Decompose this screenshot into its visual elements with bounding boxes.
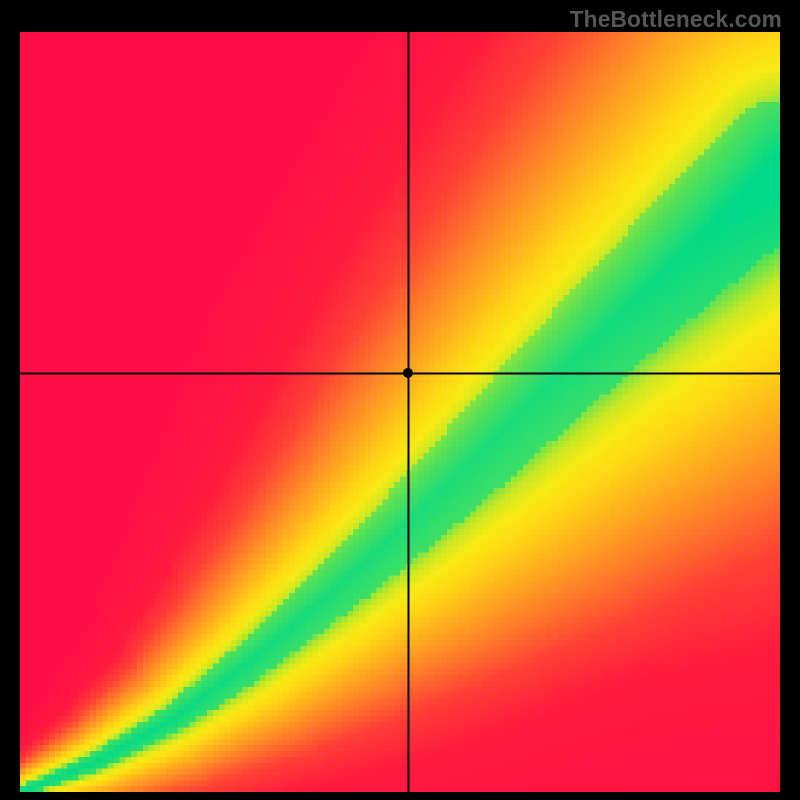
heatmap-overlay (20, 32, 780, 792)
attribution-label: TheBottleneck.com (570, 6, 782, 33)
bottleneck-heatmap (20, 32, 780, 792)
chart-container: TheBottleneck.com (0, 0, 800, 800)
